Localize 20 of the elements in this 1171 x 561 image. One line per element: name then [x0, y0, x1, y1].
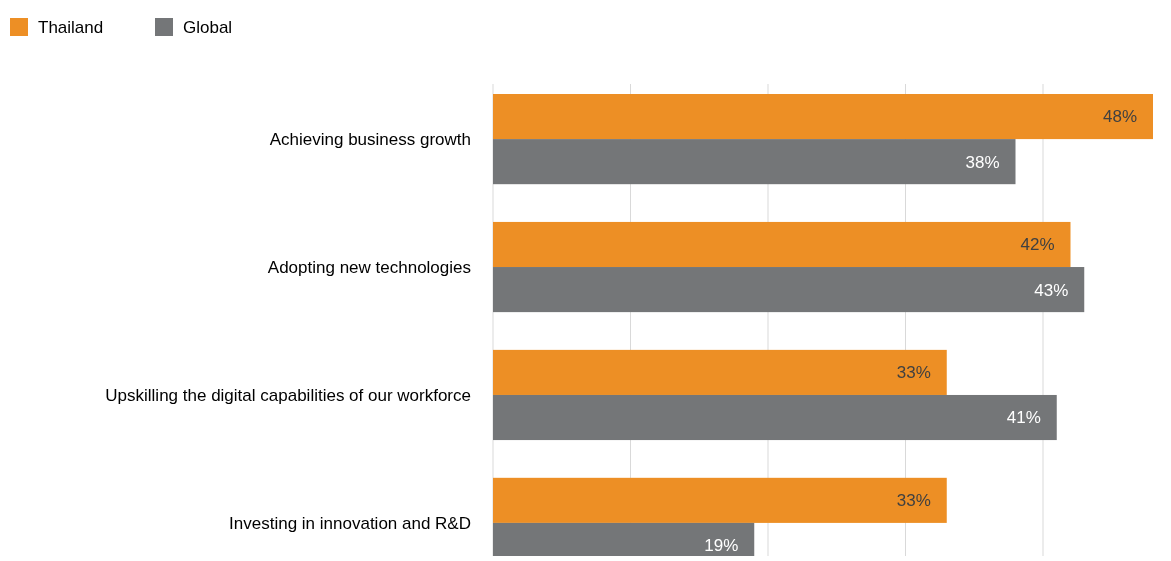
data-label: 43%	[1034, 280, 1069, 300]
data-label: 33%	[896, 363, 931, 383]
y-tick-label: Achieving business growth	[269, 130, 471, 150]
data-label: 33%	[896, 491, 931, 511]
data-label: 38%	[965, 152, 1000, 172]
bar	[493, 94, 1153, 140]
bar	[493, 221, 1071, 268]
bar	[493, 394, 1057, 441]
bar	[493, 139, 1016, 185]
bar	[493, 349, 947, 395]
y-tick-label: Upskilling the digital capabilities of our workforce	[105, 385, 471, 405]
data-label: 48%	[1102, 107, 1137, 127]
data-label: 19%	[704, 536, 739, 556]
y-tick-label: Investing in innovation and R&D	[229, 513, 471, 533]
data-label: 42%	[1020, 235, 1055, 255]
data-label: 41%	[1006, 408, 1041, 428]
legend-label: Global	[183, 17, 233, 37]
bar	[493, 267, 1085, 313]
legend-label: Thailand	[38, 17, 104, 37]
y-tick-label: Adopting new technologies	[267, 257, 471, 277]
